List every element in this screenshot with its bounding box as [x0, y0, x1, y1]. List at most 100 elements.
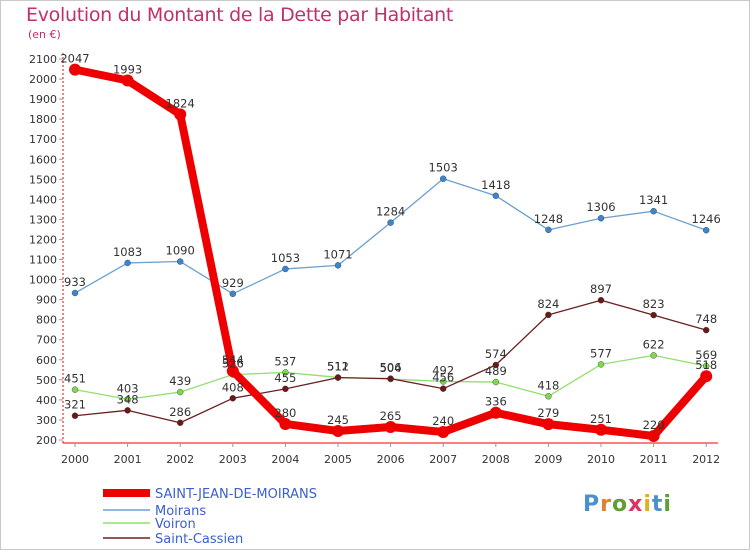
- y-tick-label: 1200: [29, 233, 57, 246]
- data-point: [703, 326, 710, 334]
- data-point: [282, 385, 289, 393]
- x-tick-label: 2004: [271, 453, 299, 466]
- data-label: 455: [274, 371, 296, 385]
- data-point: [650, 207, 657, 215]
- data-point: [176, 388, 184, 396]
- data-label: 1418: [481, 178, 510, 192]
- x-tick-label: 2003: [219, 453, 247, 466]
- x-tick-label: 2002: [166, 453, 194, 466]
- data-label: 897: [590, 282, 612, 296]
- y-tick-label: 1300: [29, 213, 57, 226]
- data-point: [71, 386, 79, 393]
- y-tick-label: 1500: [29, 173, 57, 186]
- data-label: 504: [380, 361, 402, 375]
- data-point: [71, 289, 79, 297]
- data-label: 511: [327, 360, 349, 374]
- data-point: [332, 424, 344, 437]
- data-label: 1306: [586, 200, 615, 214]
- data-label: 489: [485, 364, 507, 378]
- x-tick-label: 2008: [482, 453, 510, 466]
- data-label: 1284: [376, 205, 405, 219]
- data-point: [174, 108, 187, 121]
- data-point: [545, 226, 552, 234]
- data-label: 492: [432, 363, 454, 377]
- data-label: 1341: [639, 193, 668, 207]
- data-point: [650, 311, 657, 319]
- y-tick-label: 700: [36, 334, 57, 347]
- x-tick-label: 2010: [587, 453, 615, 466]
- data-label: 1993: [113, 62, 142, 76]
- data-point: [334, 262, 342, 269]
- data-point: [545, 393, 552, 400]
- data-point: [440, 385, 447, 392]
- data-label: 1246: [692, 212, 721, 226]
- y-tick-label: 1700: [29, 133, 57, 146]
- x-tick-label: 2009: [534, 453, 562, 466]
- y-tick-label: 800: [36, 314, 57, 327]
- data-point: [437, 425, 450, 438]
- x-tick-label: 2001: [114, 453, 142, 466]
- data-label: 456: [432, 371, 454, 385]
- data-point: [597, 361, 605, 368]
- data-point: [650, 352, 657, 359]
- data-label: 526: [222, 357, 244, 371]
- data-point: [440, 378, 447, 385]
- data-point: [647, 429, 660, 442]
- data-label: 220: [643, 418, 665, 432]
- data-point: [121, 74, 134, 87]
- data-label: 622: [643, 337, 665, 351]
- y-tick-label: 1100: [29, 254, 57, 267]
- y-tick-label: 1400: [29, 193, 57, 206]
- data-point: [545, 311, 552, 319]
- data-label: 518: [695, 358, 717, 372]
- legend-label: Voiron: [155, 517, 196, 532]
- y-tick-label: 500: [36, 374, 57, 387]
- data-point: [124, 407, 131, 414]
- data-point: [440, 175, 447, 182]
- y-tick-label: 1000: [29, 274, 57, 287]
- data-label: 245: [327, 413, 349, 427]
- x-tick-label: 2005: [324, 453, 352, 466]
- data-label: 1503: [429, 161, 458, 175]
- data-point: [229, 395, 237, 402]
- data-label: 512: [327, 359, 349, 373]
- data-label: 544: [222, 353, 244, 367]
- data-label: 1248: [534, 212, 563, 226]
- y-tick-label: 200: [36, 434, 57, 447]
- legend-label: Saint-Cassien: [155, 532, 243, 547]
- data-label: 418: [537, 378, 559, 392]
- data-point: [226, 365, 239, 378]
- data-label: 348: [117, 392, 139, 406]
- data-point: [492, 378, 499, 386]
- data-point: [282, 265, 289, 273]
- data-label: 280: [274, 406, 296, 420]
- y-tick-label: 400: [36, 394, 57, 407]
- data-label: 2047: [60, 52, 89, 66]
- legend-label: SAINT-JEAN-DE-MOIRANS: [155, 487, 317, 502]
- x-tick-label: 2007: [429, 453, 457, 466]
- data-label: 569: [695, 348, 717, 362]
- data-point: [71, 412, 79, 419]
- data-label: 929: [222, 276, 244, 290]
- x-tick-label: 2011: [640, 453, 668, 466]
- data-point: [282, 369, 289, 376]
- data-label: 577: [590, 346, 612, 360]
- data-label: 824: [537, 297, 559, 311]
- data-label: 439: [169, 374, 191, 388]
- data-point: [489, 406, 502, 419]
- data-label: 286: [169, 405, 191, 419]
- data-point: [492, 192, 499, 199]
- data-point: [703, 362, 710, 370]
- data-label: 265: [380, 409, 402, 423]
- data-label: 403: [117, 381, 139, 395]
- data-label: 408: [222, 380, 244, 394]
- y-tick-label: 600: [36, 354, 57, 367]
- data-label: 336: [485, 395, 507, 409]
- chart-title: Evolution du Montant de la Dette par Hab…: [26, 4, 454, 26]
- data-label: 933: [64, 275, 86, 289]
- chart-unit: (en €): [28, 28, 61, 41]
- data-point: [542, 418, 555, 431]
- x-tick-label: 2000: [61, 453, 89, 466]
- data-label: 823: [643, 297, 665, 311]
